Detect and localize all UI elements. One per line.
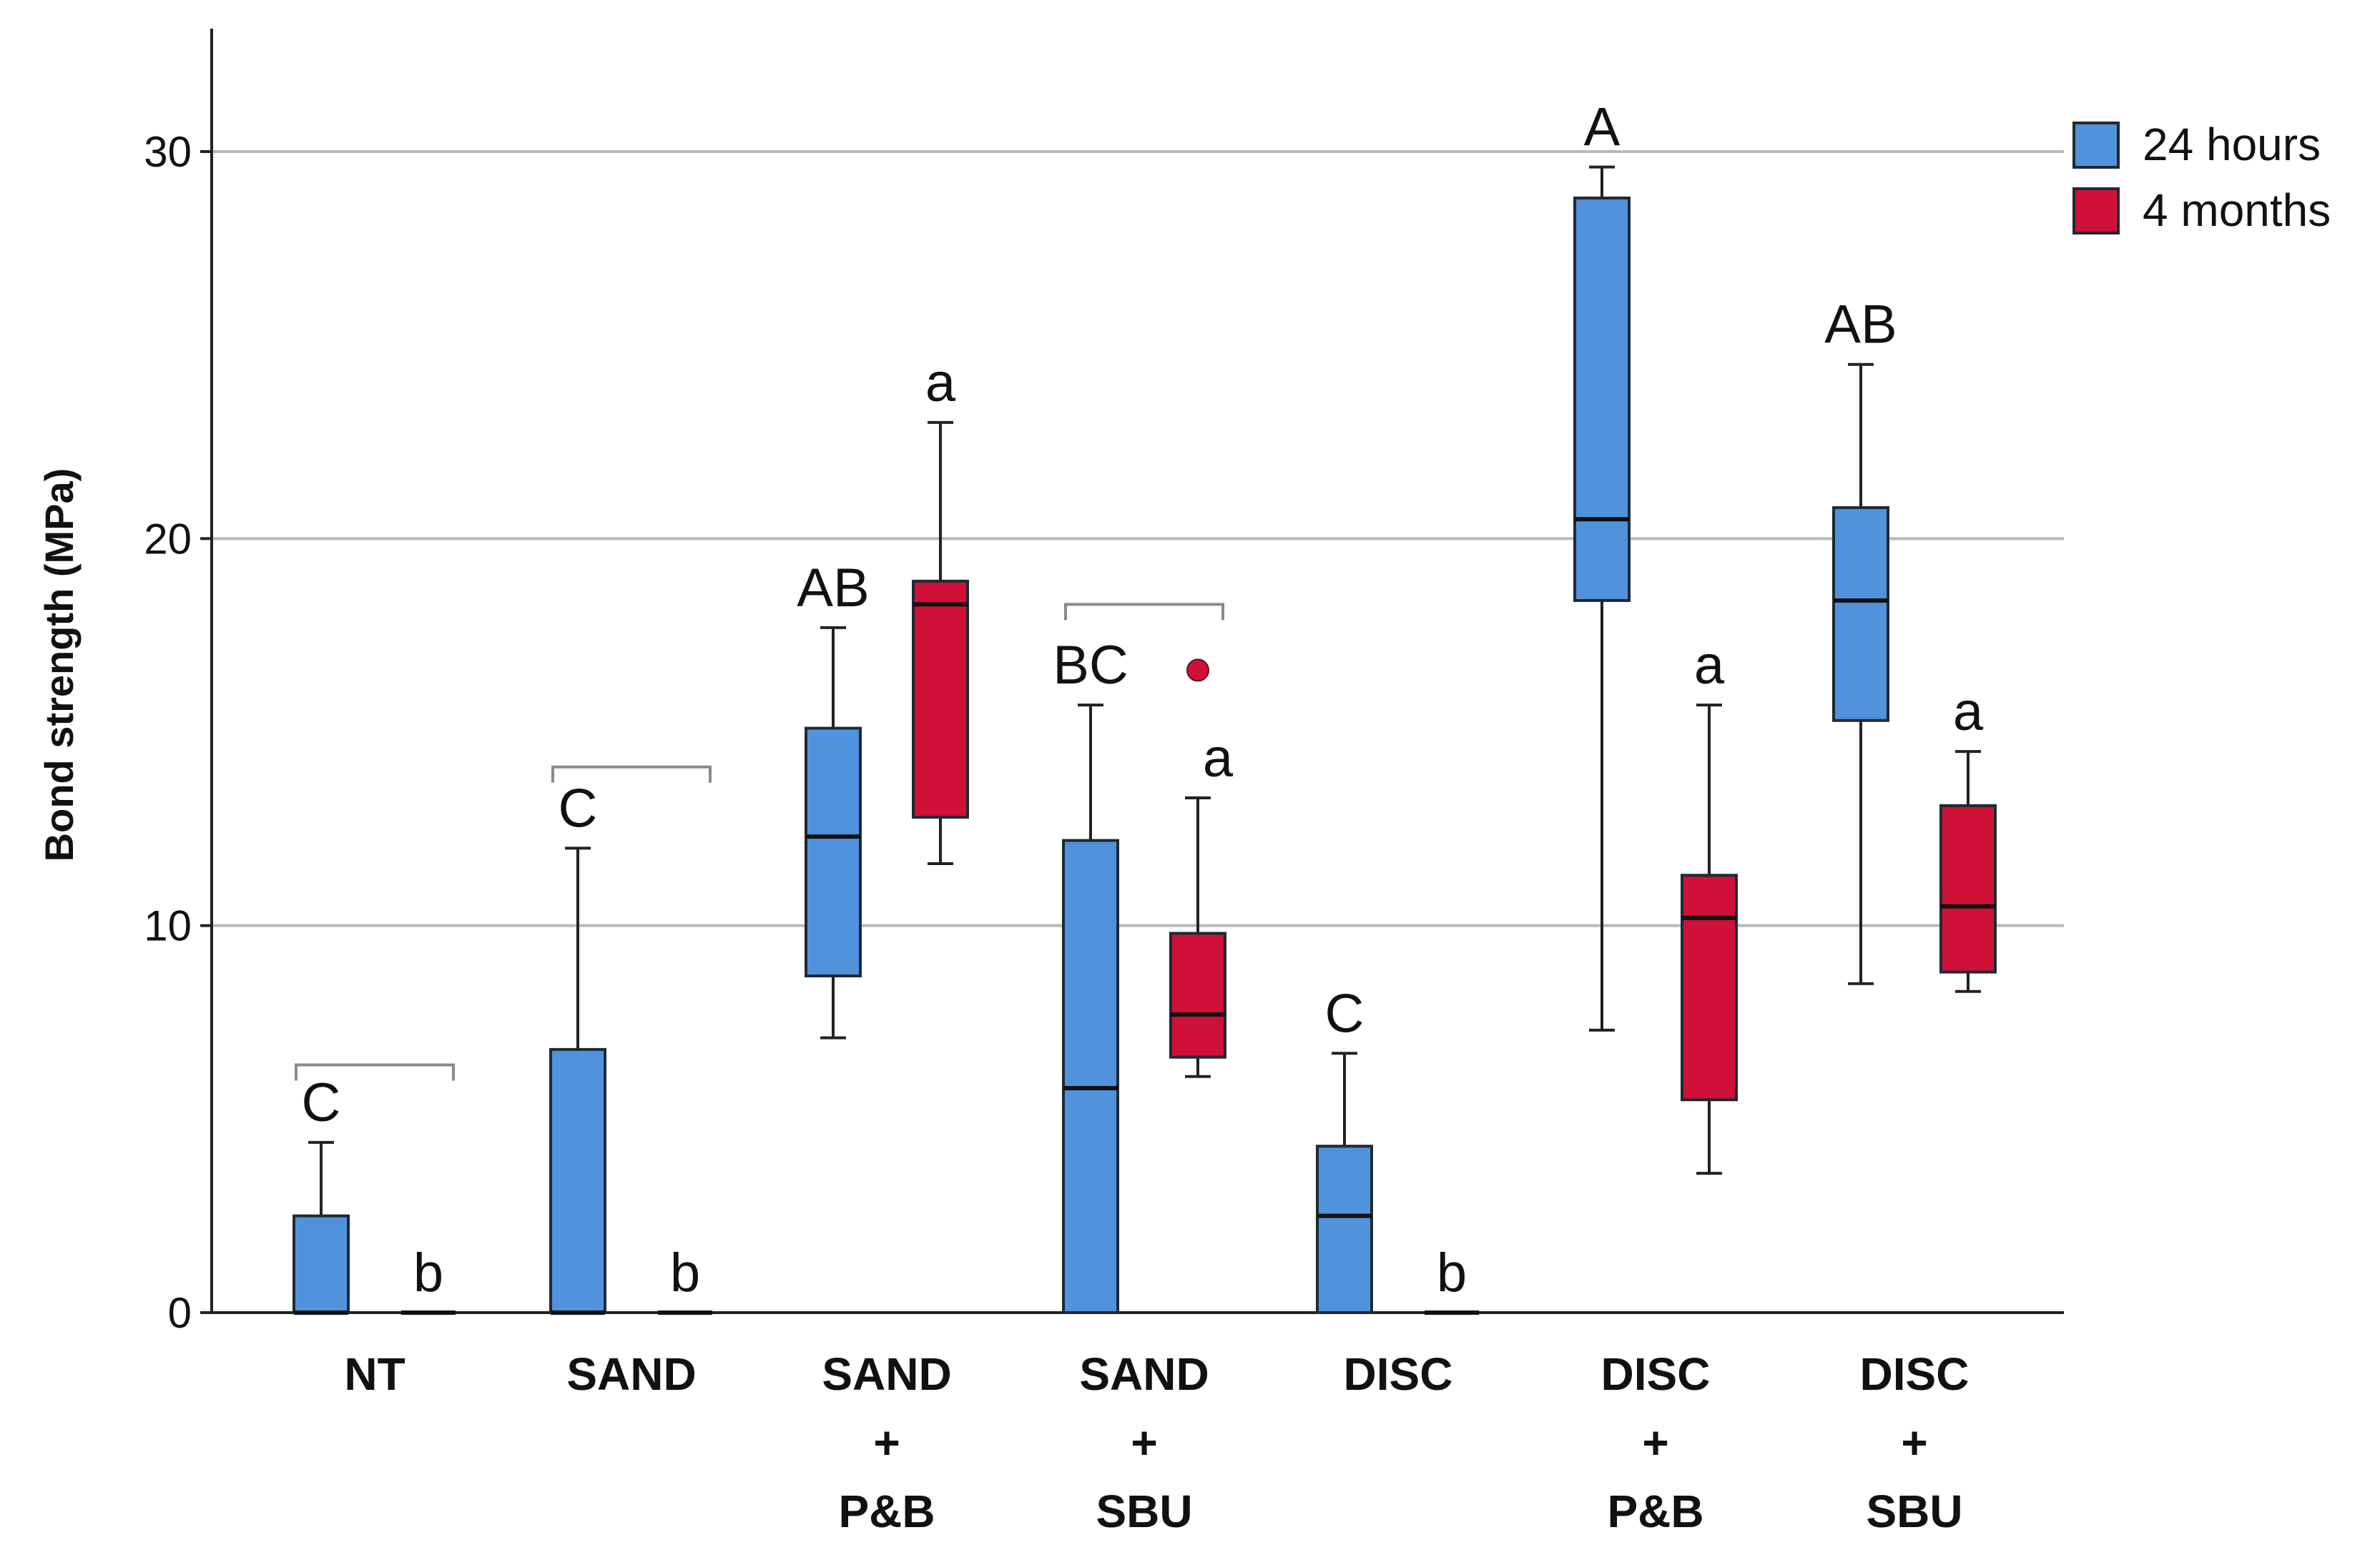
legend-swatch	[2072, 122, 2120, 169]
outlier-point	[1186, 658, 1209, 682]
box-iqr	[1316, 1145, 1373, 1315]
significance-labels: Cb Cb AB a BC a Cb Aa AB a	[302, 97, 1984, 1303]
box-24h	[1316, 1052, 1373, 1315]
box-24h	[1832, 362, 1889, 985]
brackets	[295, 603, 1224, 1081]
significance-label: C	[559, 778, 598, 839]
box-24h	[292, 1140, 350, 1315]
boxes	[292, 165, 1997, 1315]
axes: 0 10 20 30	[144, 29, 2064, 1337]
grid-lines	[212, 150, 2064, 927]
box-iqr	[1573, 196, 1631, 602]
significance-label: AB	[797, 558, 869, 618]
bracket	[295, 1063, 455, 1081]
y-axis-title: Bond strength (MPa)	[36, 468, 82, 862]
bracket	[1064, 603, 1224, 621]
x-tick-label: DISC	[1601, 1348, 1711, 1400]
x-tick-label: +	[1131, 1417, 1157, 1468]
y-tick-label: 0	[168, 1289, 192, 1337]
x-tick-label: DISC	[1860, 1348, 1970, 1400]
x-tick-label: +	[1642, 1417, 1668, 1468]
x-tick-label: NT	[344, 1348, 405, 1400]
box-4m	[1681, 704, 1738, 1175]
box-4m	[912, 420, 969, 866]
x-tick-label: SBU	[1866, 1486, 1962, 1537]
box-iqr	[1681, 874, 1738, 1102]
significance-label: a	[925, 352, 956, 413]
box-24h	[1062, 704, 1119, 1315]
legend-swatch	[2072, 187, 2120, 235]
x-tick-label: SBU	[1096, 1486, 1192, 1537]
x-tick-label: +	[1901, 1417, 1927, 1468]
box-24h	[1573, 165, 1631, 1032]
y-tick-label: 10	[144, 902, 192, 950]
box-iqr	[292, 1214, 350, 1314]
significance-label: b	[670, 1243, 700, 1303]
box-iqr	[805, 726, 862, 978]
significance-label: C	[302, 1072, 341, 1133]
significance-label: b	[413, 1243, 443, 1303]
significance-label: b	[1437, 1243, 1467, 1303]
box-iqr	[912, 579, 969, 819]
x-tick-label: SAND	[1079, 1348, 1209, 1400]
box-iqr	[549, 1047, 606, 1314]
box-iqr	[1169, 932, 1226, 1059]
x-tick-label: SAND	[566, 1348, 696, 1400]
x-tick-label: +	[873, 1417, 900, 1468]
legend-label: 4 months	[2143, 184, 2331, 236]
significance-label: AB	[1824, 295, 1897, 355]
significance-label: a	[1203, 728, 1234, 789]
significance-label: BC	[1053, 635, 1128, 696]
legend-label: 24 hours	[2143, 119, 2321, 170]
box-4m	[1939, 750, 1997, 993]
x-tick-label: DISC	[1344, 1348, 1453, 1400]
bracket	[551, 765, 712, 783]
box-iqr	[1939, 804, 1997, 974]
box-4m	[1169, 658, 1226, 1078]
x-tick-label: P&B	[1607, 1486, 1703, 1537]
significance-label: A	[1584, 97, 1621, 158]
box-24h	[805, 626, 862, 1040]
x-tick-label: P&B	[838, 1486, 935, 1537]
legend: 24 hours 4 months	[2072, 119, 2331, 236]
x-tick-labels: NT SAND SAND + P&B SAND + SBU DISC DISC + P&B DISC + S…	[344, 1348, 1969, 1537]
box-iqr	[1062, 839, 1119, 1315]
y-tick-label: 30	[144, 128, 192, 176]
box-24h	[549, 846, 606, 1315]
significance-label: C	[1325, 983, 1364, 1044]
significance-label: a	[1694, 635, 1725, 696]
significance-label: a	[1953, 681, 1984, 742]
box-iqr	[1832, 506, 1889, 722]
y-tick-label: 20	[144, 515, 192, 563]
x-tick-label: SAND	[822, 1348, 951, 1400]
